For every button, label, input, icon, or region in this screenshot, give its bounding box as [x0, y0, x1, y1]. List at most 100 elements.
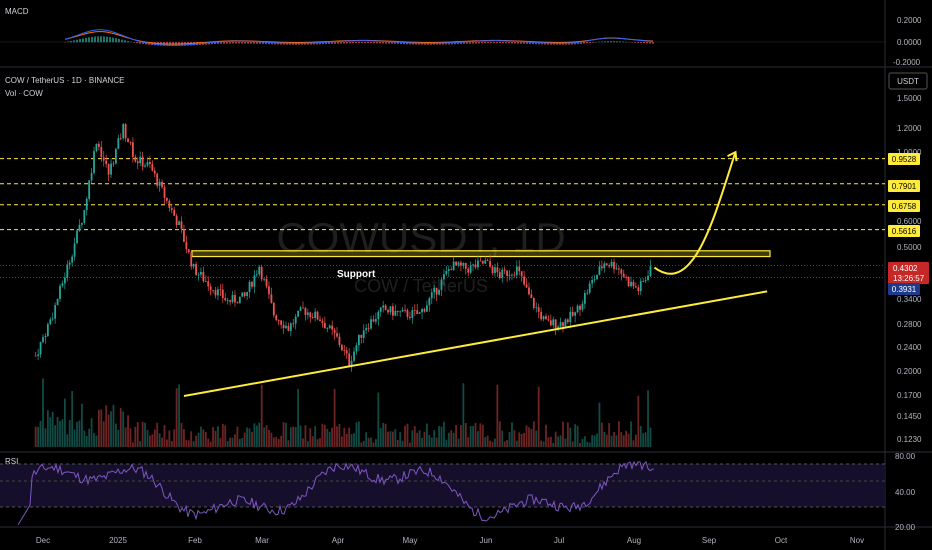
- volume-bar: [229, 437, 231, 447]
- candle-body: [114, 148, 117, 164]
- volume-bar: [515, 440, 518, 447]
- macd-histogram-bar: [607, 41, 609, 43]
- macd-histogram-bar: [523, 42, 525, 44]
- macd-histogram-bar: [256, 42, 258, 44]
- rsi-axis-tick: 20.00: [895, 523, 916, 532]
- candle-body: [615, 268, 618, 270]
- currency-button[interactable]: [888, 72, 928, 90]
- candle-body: [455, 261, 457, 266]
- macd-histogram-bar: [322, 42, 324, 45]
- candle-body: [338, 336, 341, 345]
- support-zone: [191, 250, 771, 258]
- volume-bar: [187, 440, 190, 447]
- macd-histogram-bar: [400, 42, 402, 45]
- volume-bar: [49, 417, 52, 447]
- volume-bar: [195, 435, 197, 447]
- volume-bar: [571, 441, 574, 447]
- candle-body: [452, 261, 455, 271]
- volume-bar: [394, 429, 397, 447]
- level-tag-text: 0.6758: [892, 202, 917, 211]
- candle-body: [639, 281, 642, 292]
- candle-body: [357, 334, 360, 346]
- macd-histogram-bar: [499, 42, 501, 44]
- candle-body: [440, 279, 443, 290]
- candle-body: [80, 222, 83, 225]
- volume-bar: [68, 420, 71, 447]
- macd-histogram-bar: [463, 42, 465, 44]
- candle-body: [564, 319, 567, 327]
- candle-body: [323, 322, 326, 329]
- candle-body: [319, 319, 321, 322]
- candle-body: [552, 319, 555, 326]
- candle-body: [540, 311, 543, 320]
- macd-histogram-bar: [238, 42, 240, 44]
- candle-body: [112, 163, 115, 165]
- candle-body: [68, 262, 71, 265]
- candle-body: [562, 322, 564, 327]
- macd-histogram-bar: [253, 42, 255, 44]
- candle-body: [549, 320, 552, 326]
- macd-histogram-bar: [358, 42, 360, 44]
- macd-histogram-bar: [511, 42, 513, 44]
- candle-body: [477, 260, 479, 268]
- volume-bar: [190, 431, 193, 447]
- volume-bar: [557, 436, 560, 447]
- volume-bar: [411, 430, 414, 447]
- macd-histogram-bar: [331, 42, 333, 44]
- candle-body: [185, 241, 188, 250]
- candle-body: [156, 173, 159, 186]
- candle-body: [428, 298, 431, 306]
- candle-body: [268, 286, 270, 295]
- volume-bar: [452, 432, 455, 447]
- candle-body: [265, 278, 268, 287]
- candle-body: [236, 302, 239, 304]
- volume-bar: [170, 440, 173, 447]
- candle-body: [506, 270, 509, 276]
- candle-body: [217, 289, 219, 296]
- macd-histogram-bar: [82, 38, 84, 43]
- candle-body: [593, 279, 596, 281]
- candle-body: [474, 264, 477, 268]
- candle-body: [287, 325, 290, 331]
- candle-body: [46, 324, 49, 337]
- volume-bar: [634, 434, 637, 447]
- candle-body: [282, 324, 285, 329]
- volume-bar: [54, 425, 57, 447]
- candle-body: [122, 124, 125, 139]
- price-axis: 1.5000 1.2000 1.0000 0.6000 0.5000 0.340…: [897, 94, 922, 444]
- drawings[interactable]: [183, 150, 768, 398]
- time-axis-tick: Oct: [775, 536, 788, 545]
- macd-histogram-bar: [211, 42, 213, 45]
- macd-histogram-bar: [478, 42, 480, 44]
- volume-bar: [374, 439, 377, 447]
- volume-bar: [241, 438, 244, 447]
- volume-bar: [365, 432, 368, 447]
- volume-bar: [447, 432, 450, 447]
- volume-bar: [238, 438, 241, 447]
- candle-body: [472, 264, 474, 266]
- volume-bar: [224, 425, 227, 447]
- candle-body: [530, 294, 533, 299]
- volume-bar: [396, 439, 399, 447]
- volume-bar: [421, 437, 423, 447]
- candle-body: [489, 260, 491, 267]
- level-tag: [888, 200, 920, 212]
- macd-histogram-bar: [361, 42, 363, 44]
- level-tag-text: 0.9528: [892, 155, 917, 164]
- volume-bar: [265, 425, 268, 447]
- volume-bar: [528, 427, 530, 447]
- candle-body: [119, 138, 122, 139]
- macd-histogram-bar: [97, 36, 99, 43]
- candle-body: [63, 277, 66, 284]
- macd-histogram-bar: [376, 42, 378, 44]
- rsi-indicator: [17, 460, 655, 526]
- macd-histogram-bar: [391, 42, 393, 44]
- macd-histogram-bar: [475, 42, 477, 44]
- volume-bar: [122, 411, 125, 447]
- volume-bar: [105, 405, 108, 447]
- macd-histogram-bar: [328, 42, 330, 44]
- macd-histogram-bar: [340, 42, 342, 44]
- candle-body: [297, 310, 300, 317]
- volume-bar: [80, 403, 83, 447]
